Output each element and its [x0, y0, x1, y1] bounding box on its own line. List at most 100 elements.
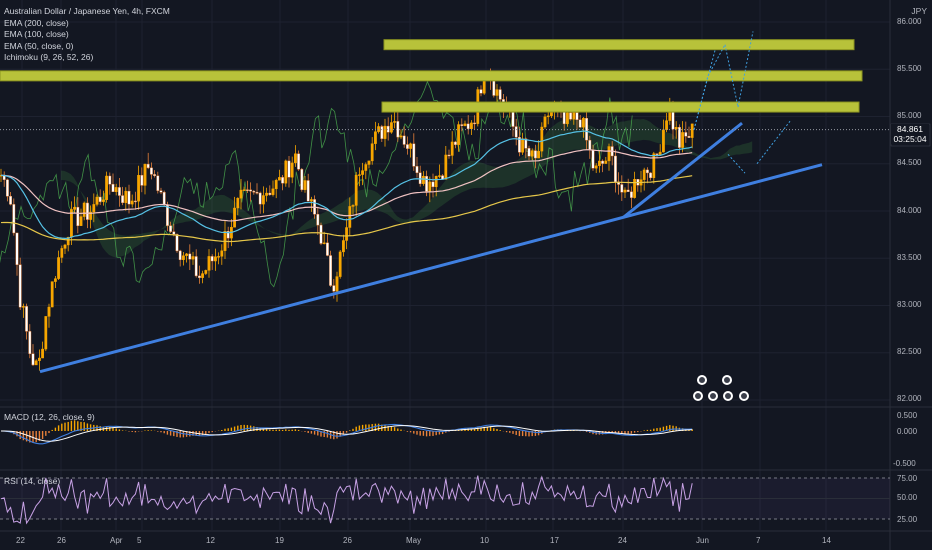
macd-legend[interactable]: MACD (12, 26, close, 9): [4, 412, 95, 422]
candle-body: [521, 138, 525, 153]
candle-body: [191, 256, 195, 260]
candle-body: [143, 163, 147, 186]
candle-body: [117, 187, 121, 196]
candle-body: [233, 207, 236, 228]
time-tick: 14: [822, 536, 831, 545]
projection-arrow: [737, 31, 754, 108]
ichimoku-lagging-span: [0, 80, 633, 288]
candle-body: [274, 180, 278, 190]
candle-body: [473, 122, 476, 125]
candle-body: [393, 121, 396, 123]
candle-body: [543, 116, 547, 128]
candle-body: [514, 126, 518, 138]
candle-body: [34, 360, 38, 366]
macd-tick: 0.000: [897, 427, 918, 436]
candle-body: [310, 199, 313, 202]
candle-body: [124, 190, 128, 203]
candle-body: [294, 153, 297, 164]
countdown: 03:25:04: [893, 134, 927, 144]
rsi-tick: 75.00: [897, 474, 918, 483]
candle-body: [60, 248, 64, 258]
time-tick: Apr: [110, 536, 123, 545]
indicator-ema100[interactable]: EMA (100, close): [4, 29, 69, 39]
candle-body: [165, 204, 169, 226]
chart-legend: Australian Dollar / Japanese Yen, 4h, FX…: [4, 6, 170, 64]
candle-body: [383, 125, 387, 139]
candle-body: [646, 169, 649, 174]
candle-body: [265, 192, 268, 196]
ema100-line: [0, 149, 693, 222]
candle-body: [146, 163, 150, 169]
candle-body: [620, 184, 624, 193]
candle-body: [15, 232, 19, 265]
time-tick: Jun: [696, 536, 709, 545]
rsi-legend[interactable]: RSI (14, close): [4, 476, 61, 486]
candle-body: [92, 204, 96, 213]
candle-body: [690, 123, 694, 138]
event-icon-center: [741, 393, 747, 399]
candle-body: [540, 126, 544, 152]
candle-body: [530, 150, 534, 157]
candle-body: [399, 135, 403, 138]
candle-body: [114, 187, 118, 193]
candle-body: [185, 253, 188, 256]
candle-body: [454, 141, 457, 145]
candle-body: [428, 181, 432, 192]
candle-body: [377, 126, 380, 132]
candle-body: [409, 143, 412, 149]
time-tick: 26: [343, 536, 352, 545]
projection-arrow: [693, 50, 716, 130]
time-tick: 26: [57, 536, 66, 545]
candle-body: [47, 306, 51, 317]
resistance-band: [381, 101, 860, 113]
candle-body: [98, 196, 102, 202]
candle-body: [537, 150, 541, 159]
candle-body: [258, 192, 262, 205]
candle-body: [380, 126, 384, 139]
candle-body: [406, 144, 409, 149]
indicator-ema50[interactable]: EMA (50, close, 0): [4, 40, 74, 51]
indicator-ichimoku[interactable]: Ichimoku (9, 26, 52, 26): [4, 52, 94, 62]
indicator-ema200[interactable]: EMA (200, close): [4, 17, 69, 28]
candle-body: [73, 206, 77, 210]
candle-body: [457, 124, 460, 145]
projection-arrow: [724, 44, 739, 108]
candle-body: [348, 206, 352, 228]
candle-body: [162, 192, 166, 206]
resistance-band: [0, 70, 863, 82]
candle-body: [390, 122, 393, 133]
projection-arrow: [727, 153, 746, 174]
candle-body: [268, 192, 272, 195]
rsi-tick: 50.00: [897, 493, 918, 502]
candle-body: [133, 200, 137, 203]
candle-body: [140, 175, 144, 186]
candle-body: [626, 189, 630, 192]
candle-body: [41, 348, 45, 359]
candle-body: [50, 281, 54, 308]
candle-body: [326, 242, 329, 256]
candle-body: [687, 136, 691, 138]
candle-body: [492, 78, 496, 96]
candle-body: [204, 270, 208, 274]
candle-body: [361, 170, 364, 175]
candle-body: [332, 285, 336, 292]
candle-body: [329, 255, 332, 286]
event-icon-center: [710, 393, 716, 399]
candle-body: [197, 275, 201, 278]
candle-body: [63, 244, 67, 249]
candle-body: [149, 167, 153, 175]
candle-body: [181, 255, 185, 260]
candle-body: [290, 162, 294, 178]
candle-body: [498, 89, 502, 100]
price-tick: 85.000: [897, 111, 922, 120]
candle-body: [108, 175, 112, 185]
candle-body: [604, 160, 608, 164]
candle-body: [242, 189, 246, 191]
candle-body: [156, 175, 160, 191]
candle-body: [297, 153, 300, 170]
candle-body: [159, 190, 163, 193]
candle-body: [335, 276, 339, 292]
candle-body: [546, 115, 550, 118]
